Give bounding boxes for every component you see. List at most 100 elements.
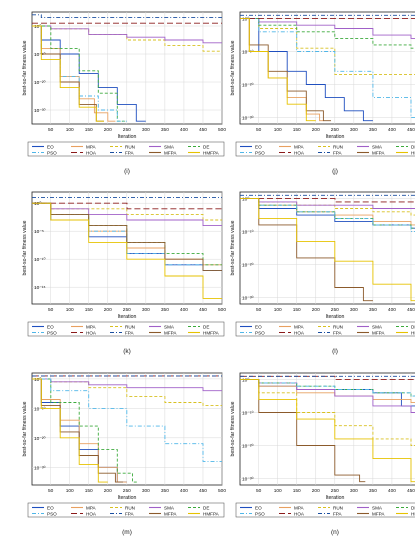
legend-label: EO xyxy=(47,505,54,510)
series-line-pso xyxy=(240,198,415,232)
legend-label: RUN xyxy=(333,144,343,149)
legend-label: EO xyxy=(47,324,54,329)
x-axis-label: Iteration xyxy=(118,134,137,140)
x-tick-label: 500 xyxy=(218,307,226,313)
x-tick-label: 500 xyxy=(218,488,226,494)
y-tick-label: 10⁰ xyxy=(34,24,41,30)
legend-label: SMA xyxy=(164,324,175,329)
legend-label: RUN xyxy=(333,324,343,329)
legend-label: MFPA xyxy=(164,330,177,335)
series-line-de xyxy=(32,25,127,122)
legend-label: PSO xyxy=(255,511,265,516)
y-tick-label: 10⁻³⁰ xyxy=(34,465,45,471)
series-line-pso xyxy=(240,18,415,118)
x-tick-label: 150 xyxy=(293,488,301,494)
legend-label: DE xyxy=(411,505,415,510)
panel-2: 5010015020025030035040045050010⁰10⁻¹⁰10⁻… xyxy=(230,11,415,175)
series-line-hmfpa xyxy=(32,202,222,299)
x-tick-label: 350 xyxy=(161,127,169,133)
panel-6: 5010015020025030035040045050010⁰10⁻¹⁰10⁻… xyxy=(230,372,415,536)
y-axis-label: best-so-far fitness value xyxy=(230,220,236,275)
legend-label: MPA xyxy=(86,144,97,149)
panel-label: (j) xyxy=(332,168,338,175)
legend-label: MFPA xyxy=(372,511,385,516)
legend-label: DE xyxy=(203,505,209,510)
y-tick-label: 10⁻¹⁰ xyxy=(242,50,253,56)
legend-label: DE xyxy=(411,324,415,329)
x-tick-label: 150 xyxy=(293,127,301,133)
x-tick-label: 50 xyxy=(256,127,262,133)
series-line-pso xyxy=(32,378,222,462)
x-tick-label: 100 xyxy=(274,488,282,494)
x-tick-label: 250 xyxy=(331,488,339,494)
legend-label: MFPA xyxy=(164,511,177,516)
x-tick-label: 150 xyxy=(85,127,93,133)
x-tick-label: 400 xyxy=(388,488,396,494)
plot-frame xyxy=(239,11,415,125)
y-tick-label: 10⁻³⁰ xyxy=(242,295,253,301)
x-tick-label: 300 xyxy=(142,488,150,494)
y-tick-label: 10⁻³⁰ xyxy=(242,115,253,121)
y-tick-label: 10⁻³⁰ xyxy=(242,476,253,482)
series-line-hmfpa xyxy=(32,25,104,122)
y-axis-label: best-so-far fitness value xyxy=(230,40,236,95)
legend-label: MPA xyxy=(294,324,305,329)
x-tick-label: 400 xyxy=(180,307,188,313)
panel-label: (m) xyxy=(122,529,132,536)
x-tick-label: 300 xyxy=(142,307,150,313)
y-axis-label: best-so-far fitness value xyxy=(230,401,236,456)
legend-label: SMA xyxy=(164,505,175,510)
legend-label: RUN xyxy=(333,505,343,510)
x-axis-label: Iteration xyxy=(326,314,345,320)
legend-label: HMFPA xyxy=(203,150,220,155)
legend-label: HMFPA xyxy=(203,330,220,335)
series-line-de xyxy=(240,18,415,49)
series-line-de xyxy=(240,379,415,397)
x-axis-label: Iteration xyxy=(326,134,345,140)
x-tick-label: 100 xyxy=(274,307,282,313)
y-tick-label: 10⁻¹⁵ xyxy=(34,285,45,291)
x-tick-label: 300 xyxy=(350,127,358,133)
x-tick-label: 200 xyxy=(104,127,112,133)
legend-label: FPA xyxy=(125,511,135,516)
legend-label: HOA xyxy=(294,150,305,155)
y-tick-label: 10⁰ xyxy=(34,377,41,383)
series-line-sma xyxy=(240,18,415,39)
y-tick-label: 10⁻¹⁰ xyxy=(34,52,45,58)
series-line-de xyxy=(32,378,139,483)
series-line-mfpa xyxy=(240,379,366,483)
series-line-sma xyxy=(32,378,222,392)
legend-label: DE xyxy=(203,324,209,329)
x-tick-label: 350 xyxy=(369,127,377,133)
legend-label: HOA xyxy=(86,511,97,516)
y-axis-label: best-so-far fitness value xyxy=(22,220,28,275)
legend-label: PSO xyxy=(47,330,57,335)
legend-label: RUN xyxy=(125,144,135,149)
x-tick-label: 50 xyxy=(48,488,54,494)
legend-label: FPA xyxy=(125,330,135,335)
x-tick-label: 350 xyxy=(161,307,169,313)
legend-label: MFPA xyxy=(372,330,385,335)
legend-label: PSO xyxy=(255,150,265,155)
x-tick-label: 150 xyxy=(85,307,93,313)
y-tick-label: 10⁻⁵ xyxy=(34,229,44,235)
x-tick-label: 300 xyxy=(350,488,358,494)
legend-label: SMA xyxy=(164,144,175,149)
panel-3: 50 100 150 200 250 300 350 400 450 500 10⁰ 10⁻⁵ 10⁻¹… xyxy=(22,191,226,355)
y-tick-label: 10⁻²⁰ xyxy=(242,443,253,449)
x-tick-label: 450 xyxy=(407,127,415,133)
legend-label: HMFPA xyxy=(203,511,220,516)
series-line-mfpa xyxy=(240,198,373,302)
legend-label: PSO xyxy=(255,330,265,335)
x-axis-label: Iteration xyxy=(118,495,137,501)
legend-label: EO xyxy=(255,324,262,329)
series-line-hmfpa xyxy=(240,198,415,302)
series-line-hoa xyxy=(32,202,222,210)
legend-label: RUN xyxy=(125,505,135,510)
y-tick-label: 10⁻²⁰ xyxy=(242,262,253,268)
x-tick-label: 50 xyxy=(48,307,54,313)
x-tick-label: 450 xyxy=(407,307,415,313)
legend-label: DE xyxy=(411,144,415,149)
panel-4: 5010015020025030035040045050010⁰10⁻¹⁰10⁻… xyxy=(230,191,415,355)
legend-label: MFPA xyxy=(372,150,385,155)
